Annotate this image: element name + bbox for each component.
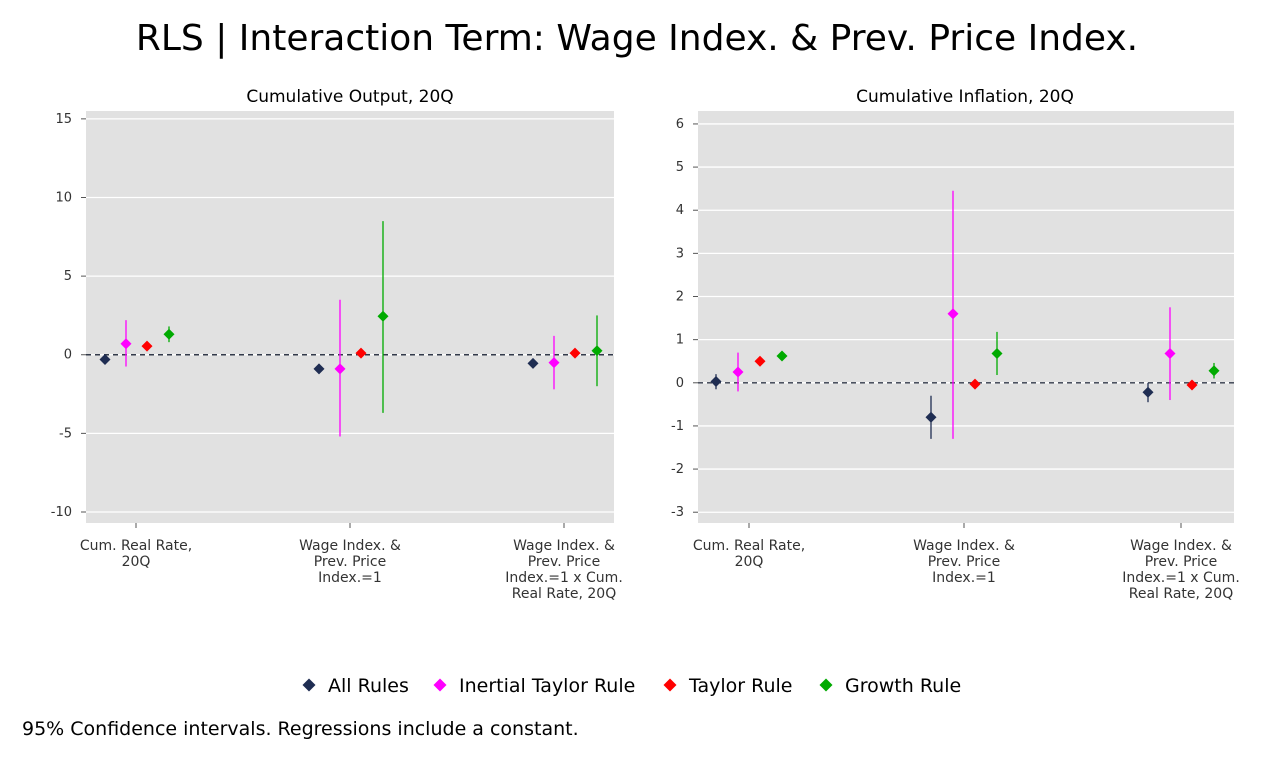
y-tick-label: 10 bbox=[55, 190, 72, 205]
y-tick-label: 0 bbox=[676, 376, 684, 391]
legend-marker bbox=[433, 678, 447, 692]
y-tick-label: -10 bbox=[51, 505, 72, 520]
point-estimate bbox=[99, 353, 111, 365]
y-tick-label: 1 bbox=[676, 333, 684, 348]
y-tick-label: 3 bbox=[676, 246, 684, 261]
point-estimate bbox=[120, 338, 132, 350]
y-tick-label: 5 bbox=[64, 269, 72, 284]
point-estimate bbox=[710, 375, 722, 387]
y-tick-label: 0 bbox=[64, 348, 72, 363]
point-estimate bbox=[1142, 386, 1154, 398]
x-tick-label: Wage Index. & Prev. Price Index.=1 x Cum. R… bbox=[505, 538, 623, 602]
y-tick-label: -2 bbox=[671, 462, 684, 477]
point-estimate bbox=[569, 347, 581, 359]
x-tick-label: Wage Index. & Prev. Price Index.=1 bbox=[913, 538, 1015, 586]
point-estimate bbox=[925, 411, 937, 423]
point-estimate bbox=[991, 347, 1003, 359]
point-estimate bbox=[591, 345, 603, 357]
y-tick-label: 4 bbox=[676, 203, 684, 218]
y-tick-label: 15 bbox=[55, 112, 72, 127]
point-estimate bbox=[163, 328, 175, 340]
point-estimate bbox=[732, 366, 744, 378]
point-estimate bbox=[947, 308, 959, 320]
legend-label: All Rules bbox=[328, 675, 409, 697]
point-estimate bbox=[969, 378, 981, 390]
point-estimate bbox=[141, 340, 153, 352]
legend-marker bbox=[302, 678, 316, 692]
plot-area bbox=[86, 111, 614, 523]
point-estimate bbox=[334, 363, 346, 375]
x-tick-label: Wage Index. & Prev. Price Index.=1 x Cum. R… bbox=[1122, 538, 1240, 602]
point-estimate bbox=[548, 357, 560, 369]
x-tick-label: Wage Index. & Prev. Price Index.=1 bbox=[299, 538, 401, 586]
point-estimate bbox=[776, 350, 788, 362]
footnote: 95% Confidence intervals. Regressions in… bbox=[22, 718, 579, 740]
point-estimate bbox=[377, 310, 389, 322]
point-estimate bbox=[313, 363, 325, 375]
main-title: RLS | Interaction Term: Wage Index. & Pr… bbox=[136, 18, 1138, 59]
point-estimate bbox=[1164, 347, 1176, 359]
y-tick-label: -3 bbox=[671, 505, 684, 520]
x-tick-label: Cum. Real Rate, 20Q bbox=[693, 538, 805, 570]
legend-label: Taylor Rule bbox=[688, 675, 792, 697]
point-estimate bbox=[1186, 379, 1198, 391]
legend: All Rules Inertial Taylor Rule Taylor Rule… bbox=[302, 675, 961, 697]
point-estimate bbox=[355, 347, 367, 359]
point-estimate bbox=[754, 355, 766, 367]
x-tick-label: Cum. Real Rate, 20Q bbox=[80, 538, 192, 570]
panel-title: Cumulative Output, 20Q bbox=[246, 87, 453, 107]
panel-cumulative-inflation: Cumulative Inflation, 20Q -3 -2 -1 0 1 2 3 4 5 6 C… bbox=[671, 87, 1240, 602]
plot-area bbox=[698, 111, 1234, 523]
legend-marker bbox=[819, 678, 833, 692]
y-tick-label: 6 bbox=[676, 117, 684, 132]
legend-label: Growth Rule bbox=[845, 675, 961, 697]
y-tick-label: -1 bbox=[671, 419, 684, 434]
y-tick-label: 5 bbox=[676, 160, 684, 175]
panel-title: Cumulative Inflation, 20Q bbox=[856, 87, 1074, 107]
point-estimate bbox=[1208, 365, 1220, 377]
y-tick-label: 2 bbox=[676, 290, 684, 305]
legend-marker bbox=[663, 678, 677, 692]
legend-label: Inertial Taylor Rule bbox=[459, 675, 635, 697]
point-estimate bbox=[527, 357, 539, 369]
panel-cumulative-output: Cumulative Output, 20Q -10 -5 0 5 10 15 Cum. R… bbox=[51, 87, 623, 602]
y-tick-label: -5 bbox=[59, 426, 72, 441]
